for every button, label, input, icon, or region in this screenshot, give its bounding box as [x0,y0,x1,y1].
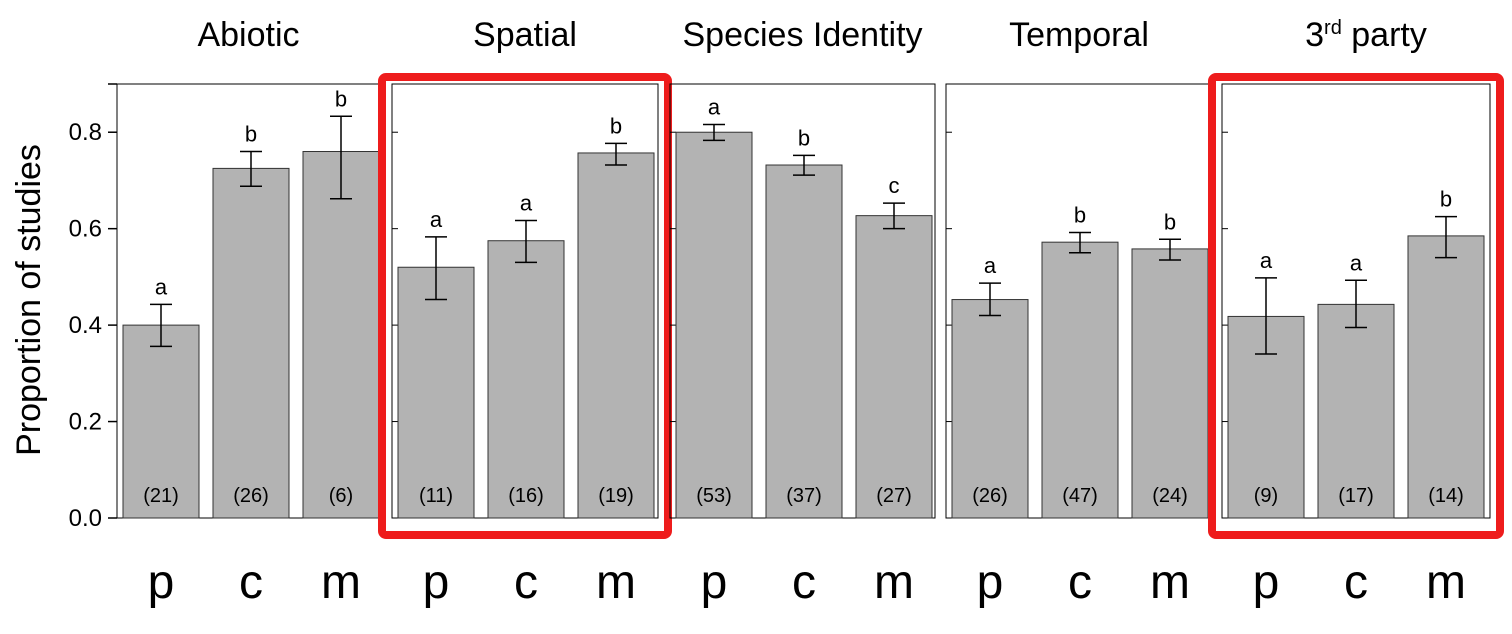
sample-count-label: (11) [419,485,453,507]
highlight-box [1208,73,1504,539]
panel-title: 3rd party [1305,16,1427,54]
category-label: c [239,556,263,609]
y-tick-label: 0.4 [69,312,102,339]
panel-title: Species Identity [682,16,922,54]
significance-label: a [520,190,533,215]
sample-count-label: (17) [1338,485,1374,507]
significance-label: b [1440,187,1452,212]
category-label: p [423,556,450,609]
bar [302,151,380,519]
category-label: m [596,556,636,609]
panel-title: Abiotic [197,16,299,54]
bar [765,164,843,519]
bar [397,266,475,519]
significance-label: b [798,125,810,150]
panel-title: Temporal [1009,16,1149,54]
sample-count-label: (21) [143,485,179,507]
significance-label: b [1074,203,1086,228]
panel-title-superscript: rd [1324,17,1342,39]
sample-count-label: (14) [1428,485,1464,507]
bar [855,215,933,519]
sample-count-label: (47) [1062,485,1098,507]
category-label: m [321,556,361,609]
significance-label: b [1164,209,1176,234]
y-axis-label: Proportion of studies [10,144,48,456]
y-tick-label: 0.6 [69,216,102,243]
bar [1407,235,1485,519]
category-label: p [977,556,1004,609]
significance-label: a [984,253,997,278]
sample-count-label: (26) [972,485,1008,507]
significance-label: b [335,86,347,111]
category-label: m [874,556,914,609]
panel-title: Spatial [473,16,577,54]
y-tick-label: 0.2 [69,409,102,436]
significance-label: c [889,173,900,198]
category-label: m [1150,556,1190,609]
sample-count-label: (24) [1152,485,1188,507]
category-label: c [514,556,538,609]
bar [577,152,655,519]
y-tick-label: 0.8 [69,119,102,146]
bar [951,299,1029,519]
sample-count-label: (9) [1254,485,1278,507]
bar [1041,241,1119,519]
category-label: c [1344,556,1368,609]
sample-count-label: (53) [696,485,732,507]
significance-label: a [1260,248,1273,273]
bar [1317,303,1395,519]
significance-label: a [430,207,443,232]
bar [487,240,565,519]
sample-count-label: (19) [598,485,634,507]
bar [675,131,753,519]
bar [212,167,290,519]
sample-count-label: (6) [329,485,353,507]
significance-label: a [1350,250,1363,275]
category-label: p [1253,556,1280,609]
category-label: p [701,556,728,609]
category-label: m [1426,556,1466,609]
category-label: c [792,556,816,609]
highlight-box [378,73,672,539]
sample-count-label: (26) [233,485,269,507]
category-label: p [148,556,175,609]
significance-label: a [155,274,168,299]
panel-title-main: 3 [1305,16,1324,54]
significance-label: a [708,95,721,120]
sample-count-label: (27) [876,485,912,507]
significance-label: b [610,113,622,138]
significance-label: b [245,122,257,147]
panel-title-rest: party [1342,16,1427,54]
sample-count-label: (16) [508,485,544,507]
bar [1131,248,1209,519]
sample-count-label: (37) [786,485,822,507]
y-tick-label: 0.0 [69,505,102,532]
category-label: c [1068,556,1092,609]
